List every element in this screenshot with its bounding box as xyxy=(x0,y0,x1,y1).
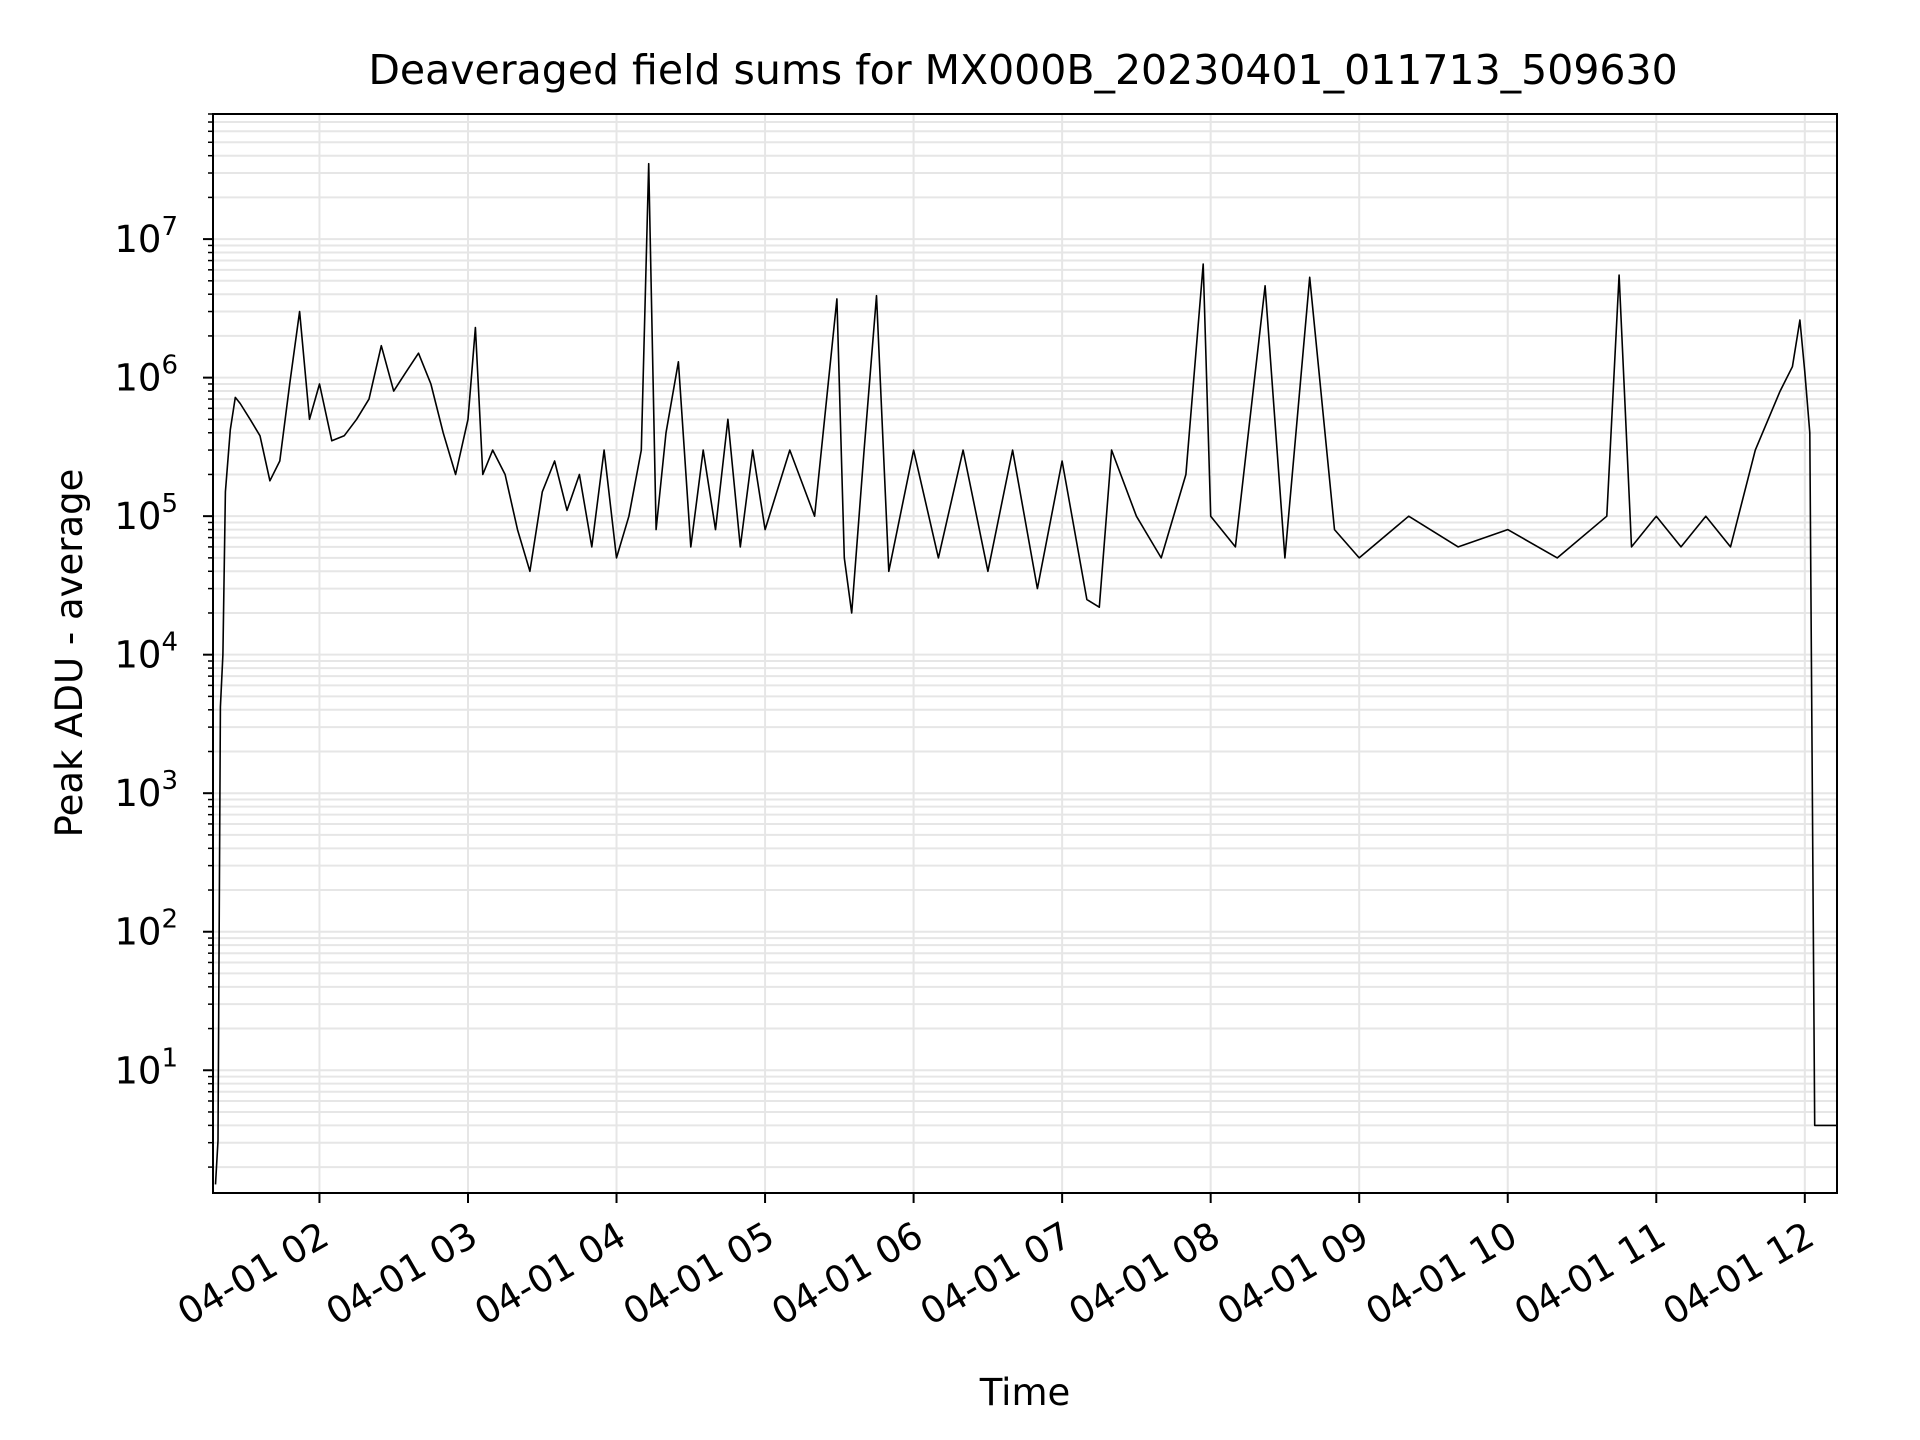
y-tick-label: 104 xyxy=(114,628,178,677)
x-axis-label: Time xyxy=(979,1371,1071,1414)
series-line xyxy=(214,162,1837,1185)
y-axis: 101 102 103 104 105 106 107 xyxy=(114,113,213,1168)
grid xyxy=(213,113,1837,1193)
chart-title: Deaveraged field sums for MX000B_2023040… xyxy=(368,46,1677,94)
y-tick-label: 101 xyxy=(114,1043,178,1092)
series-layer xyxy=(214,162,1837,1185)
y-tick-label: 106 xyxy=(114,351,178,400)
y-tick-label: 107 xyxy=(114,212,178,261)
y-tick-label: 102 xyxy=(114,905,178,954)
y-tick-label: 103 xyxy=(114,766,178,815)
y-axis-label: Peak ADU - average xyxy=(48,469,91,838)
y-tick-label: 105 xyxy=(114,489,178,538)
plot-frame xyxy=(212,113,1838,1194)
